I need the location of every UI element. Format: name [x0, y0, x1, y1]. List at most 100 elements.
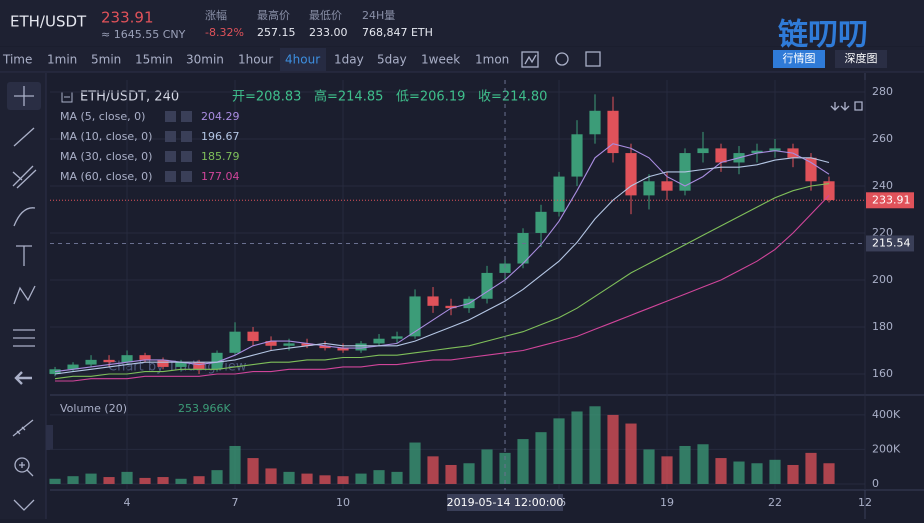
legend-settings[interactable] [165, 171, 176, 182]
interval-button[interactable]: 5min [91, 53, 121, 67]
volume-bar [571, 411, 583, 484]
volume-bar [193, 476, 205, 484]
interval-button[interactable]: 1mon [475, 53, 509, 67]
legend-remove[interactable] [181, 111, 192, 122]
volume-bar [823, 463, 835, 484]
pattern-tool[interactable] [13, 285, 36, 305]
indicator-icon[interactable] [521, 51, 539, 68]
left-icons [7, 82, 41, 511]
interval-button[interactable]: Time [2, 53, 32, 67]
ma-line [55, 195, 830, 382]
view-button-bg[interactable] [835, 50, 887, 68]
candle-body [229, 331, 241, 353]
interval-button[interactable]: 4hour [285, 53, 320, 67]
ma-line [54, 183, 830, 380]
candle-body [121, 355, 133, 363]
ohlc-readout: 收=214.80 [478, 90, 547, 105]
volume-bar [49, 478, 61, 484]
brush-tool[interactable] [13, 207, 36, 227]
zoom-tool[interactable] [14, 457, 30, 473]
header-bar [0, 0, 924, 46]
line-tool[interactable] [13, 127, 35, 147]
interval-button[interactable]: 1hour [238, 53, 273, 67]
legend-name: MA (10, close, 0) [60, 130, 152, 143]
indicator-icon-line [524, 54, 537, 65]
legend-remove[interactable] [181, 151, 192, 162]
x-tick-label: 10 [336, 496, 350, 509]
candle-body [103, 359, 115, 363]
legend-settings[interactable] [165, 131, 176, 142]
candle-body [535, 211, 547, 233]
legend-remove[interactable] [181, 171, 192, 182]
volume-bar [805, 452, 817, 484]
y-tick-label: 260 [872, 132, 893, 145]
volume-bar [121, 471, 133, 484]
settings-icon[interactable] [555, 52, 569, 66]
candle-body [67, 364, 79, 370]
ruler-tool[interactable] [12, 419, 34, 437]
y-tick-label: 160 [872, 367, 893, 380]
volume-bar [337, 476, 349, 484]
interval-button[interactable]: 1week [421, 53, 460, 67]
pane-controls[interactable] [830, 101, 863, 111]
volume-tick-label: 200K [872, 442, 901, 455]
volume-bar [283, 471, 295, 484]
view-button-bg[interactable] [773, 50, 825, 68]
back-tool[interactable] [14, 371, 32, 385]
candle-body [157, 359, 169, 367]
fib-tool[interactable] [12, 165, 37, 189]
candle-body [193, 362, 205, 370]
fullscreen-icon[interactable] [585, 51, 601, 67]
collapse-tool[interactable] [13, 499, 35, 511]
candle-body [625, 153, 637, 196]
volume-bar [715, 458, 727, 484]
candle-body [661, 181, 673, 191]
volume-bar [463, 463, 475, 484]
interval-button[interactable]: 15min [135, 53, 173, 67]
volume-bar [229, 445, 241, 484]
x-tick-label: 7 [232, 496, 239, 509]
text-tool[interactable] [16, 245, 32, 266]
crosshair-tool[interactable] [14, 86, 34, 106]
left-toolbar [0, 73, 46, 519]
volume-bar [103, 477, 115, 484]
candle-body [139, 355, 151, 360]
collapse-handle[interactable] [46, 425, 53, 450]
volume-last: 253.966K [178, 402, 231, 415]
interval-active-bg [280, 48, 326, 71]
candle-body [283, 343, 295, 346]
volume-bar [589, 406, 601, 484]
crosshair-time-bg [447, 494, 564, 511]
volume-tick-label: 0 [872, 477, 879, 490]
stat-label: 涨幅 [205, 9, 227, 22]
candle-body [337, 348, 349, 351]
x-tick-label: 12 [858, 496, 872, 509]
candle-body [85, 359, 97, 365]
volume-bar [445, 464, 457, 484]
volume-bar [661, 456, 673, 484]
legend-settings[interactable] [165, 151, 176, 162]
legend-name: MA (5, close, 0) [60, 110, 145, 123]
ohlc-readout: 高=214.85 [314, 89, 383, 105]
candle-body [499, 263, 511, 273]
legend-settings[interactable] [165, 111, 176, 122]
stat-value: 233.00 [309, 26, 348, 39]
candle-body [175, 362, 187, 367]
y-tick-label: 180 [872, 320, 893, 333]
candle-body [355, 343, 367, 351]
interval-button[interactable]: 1min [47, 53, 77, 67]
legend-name: MA (60, close, 0) [60, 170, 152, 183]
interval-button[interactable]: 30min [186, 53, 224, 67]
interval-button[interactable]: 5day [377, 53, 407, 67]
volume-bar [553, 418, 565, 484]
volume-bar [355, 473, 367, 484]
measure-tool[interactable] [13, 329, 35, 347]
interval-button[interactable]: 1day [334, 53, 364, 67]
legend-remove[interactable] [181, 131, 192, 142]
stat-label: 24H量 [362, 9, 395, 22]
candle-body [751, 150, 763, 154]
candle-body [643, 181, 655, 196]
volume-title: Volume (20) [60, 402, 127, 415]
candle-body [697, 148, 709, 154]
x-tick-label: 4 [124, 496, 131, 509]
